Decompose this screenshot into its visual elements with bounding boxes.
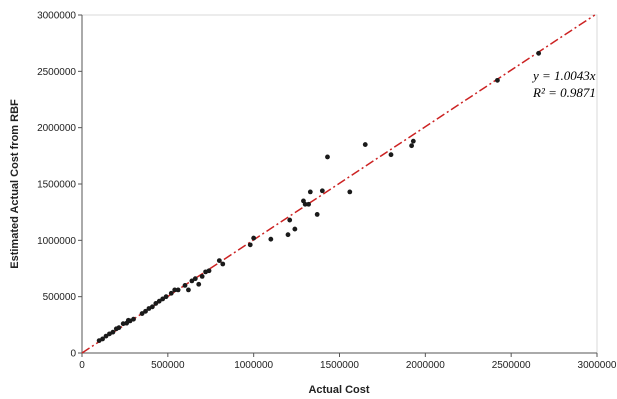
x-axis-ticks: 0 500000 1000000 1500000 2000000 2500000 30000… xyxy=(79,353,617,371)
data-point xyxy=(307,189,313,195)
data-point xyxy=(199,273,205,279)
data-point xyxy=(182,283,188,288)
data-point xyxy=(175,287,181,293)
data-points xyxy=(96,50,542,344)
data-point xyxy=(362,142,368,147)
data-point xyxy=(536,50,542,56)
y-tick-label: 3000000 xyxy=(37,11,76,22)
data-point xyxy=(143,308,148,314)
data-point xyxy=(325,154,330,160)
data-point xyxy=(268,236,274,242)
data-point xyxy=(131,316,136,322)
data-point xyxy=(287,217,293,223)
data-point xyxy=(410,138,416,144)
data-point xyxy=(160,296,166,302)
data-point xyxy=(149,304,155,310)
data-point xyxy=(103,333,109,339)
trendline-equation: y = 1.0043x xyxy=(531,68,596,83)
x-tick-label: 3000000 xyxy=(578,360,617,371)
data-point xyxy=(409,143,414,149)
data-point xyxy=(251,235,257,241)
y-tick-label: 2500000 xyxy=(37,67,76,78)
y-axis-title: Estimated Actual Cost from RBF xyxy=(9,99,21,269)
x-tick-label: 2500000 xyxy=(492,360,531,371)
y-tick-label: 0 xyxy=(70,349,76,360)
y-tick-label: 1500000 xyxy=(37,180,76,191)
data-point xyxy=(192,276,198,282)
data-point xyxy=(495,77,500,83)
data-point xyxy=(388,152,394,158)
data-point xyxy=(319,188,325,194)
data-point xyxy=(186,287,191,293)
data-point xyxy=(220,261,226,267)
data-point xyxy=(196,281,202,287)
data-point xyxy=(247,242,253,248)
data-point xyxy=(216,258,222,264)
data-point xyxy=(306,201,311,207)
trendline-r2: R² = 0.9871 xyxy=(532,85,596,100)
x-tick-label: 2000000 xyxy=(406,360,445,371)
y-tick-label: 1000000 xyxy=(37,236,76,247)
data-point xyxy=(285,232,291,238)
data-point xyxy=(168,290,174,296)
data-point xyxy=(314,212,320,217)
data-point xyxy=(100,336,105,342)
x-tick-label: 1500000 xyxy=(320,360,359,371)
x-tick-label: 0 xyxy=(79,360,85,371)
data-point xyxy=(156,298,162,304)
x-tick-label: 500000 xyxy=(151,360,185,371)
y-tick-label: 500000 xyxy=(43,292,77,303)
data-point xyxy=(347,189,353,195)
data-point xyxy=(153,301,159,306)
data-point xyxy=(302,201,308,207)
data-point xyxy=(206,268,212,274)
data-point xyxy=(139,311,145,316)
x-axis-title: Actual Cost xyxy=(308,384,369,396)
data-point xyxy=(172,287,178,293)
data-point xyxy=(116,325,122,331)
data-point xyxy=(292,226,298,232)
data-point xyxy=(163,294,169,300)
data-point xyxy=(189,278,195,284)
y-tick-label: 2000000 xyxy=(37,123,76,134)
y-axis-ticks: 0 500000 1000000 1500000 2000000 2500000 30000… xyxy=(37,11,82,360)
data-point xyxy=(110,329,116,335)
x-tick-label: 1000000 xyxy=(234,360,273,371)
